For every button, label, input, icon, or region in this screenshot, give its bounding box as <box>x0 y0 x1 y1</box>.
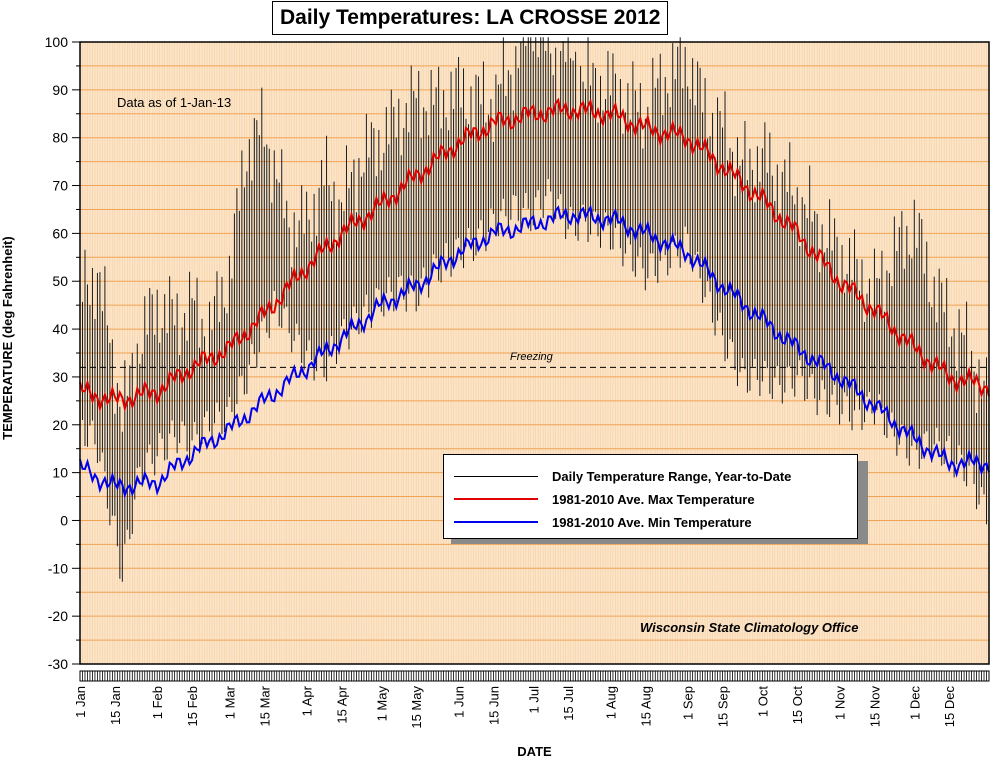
y-tick-label: 30 <box>52 369 68 385</box>
x-tick-label: 15 Apr <box>335 685 350 723</box>
legend-label-min: 1981-2010 Ave. Min Temperature <box>552 514 752 530</box>
x-tick-label: 1 Jul <box>526 686 541 714</box>
data-as-of-note: Data as of 1-Jan-13 <box>117 95 232 110</box>
y-tick-label: -20 <box>48 608 68 624</box>
x-tick-label: 15 May <box>409 686 424 729</box>
x-tick-label: 15 Jan <box>108 686 123 725</box>
y-tick-label: 20 <box>52 417 68 433</box>
x-tick-label: 15 Oct <box>790 686 805 725</box>
x-tick-label: 1 Sep <box>681 686 696 720</box>
x-tick-label: 1 Apr <box>300 685 315 716</box>
avg-min-line <box>79 204 990 499</box>
daily-range-bars <box>79 37 990 582</box>
x-tick-label: 15 Feb <box>185 686 200 726</box>
date-axis-strip <box>79 670 990 682</box>
y-tick-label: 70 <box>52 178 68 194</box>
y-tick-label: 100 <box>45 34 69 50</box>
y-tick-label: 90 <box>52 82 68 98</box>
legend-swatch-max <box>454 498 538 500</box>
x-tick-label: 1 May <box>374 686 389 722</box>
date-axis-day-ticks <box>79 671 990 681</box>
avg-max-line <box>79 97 990 413</box>
credit-text: Wisconsin State Climatology Office <box>640 620 859 635</box>
chart-title: Daily Temperatures: LA CROSSE 2012 <box>272 1 669 35</box>
x-axis: 1 Jan 15 Jan 1 Feb 15 Feb 1 Mar 15 Mar 1 Apr 15… <box>73 685 957 728</box>
y-tick-label: 40 <box>52 321 68 337</box>
y-tick-label: 10 <box>52 465 68 481</box>
x-axis-label: DATE <box>517 744 552 759</box>
legend: Daily Temperature Range, Year-to-Date 19… <box>443 454 858 539</box>
x-tick-label: 1 Oct <box>755 686 770 717</box>
y-tick-label: 50 <box>52 273 68 289</box>
y-tick-label: -30 <box>48 656 68 672</box>
y-tick-label: 80 <box>52 130 68 146</box>
legend-label-range: Daily Temperature Range, Year-to-Date <box>552 468 792 484</box>
legend-swatch-min <box>454 521 538 523</box>
x-tick-label: 15 Nov <box>867 686 882 728</box>
y-axis-label: TEMPERATURE (deg Fahrenheit) <box>0 236 15 440</box>
y-tick-label: 60 <box>52 225 68 241</box>
x-tick-label: 1 Aug <box>604 686 619 719</box>
legend-item-range: Daily Temperature Range, Year-to-Date <box>454 466 791 486</box>
x-tick-label: 15 Dec <box>942 686 957 728</box>
legend-item-min: 1981-2010 Ave. Min Temperature <box>454 512 752 532</box>
x-tick-label: 1 Nov <box>833 686 848 720</box>
freezing-label: Freezing <box>510 351 553 363</box>
legend-label-max: 1981-2010 Ave. Max Temperature <box>552 491 755 507</box>
x-tick-label: 15 Sep <box>716 686 731 727</box>
x-tick-label: 15 Jul <box>561 686 576 721</box>
legend-swatch-range <box>454 475 538 477</box>
x-tick-label: 1 Feb <box>150 686 165 719</box>
x-tick-label: 15 Aug <box>638 686 653 727</box>
x-tick-label: 15 Mar <box>257 685 272 726</box>
y-tick-label: -10 <box>48 560 68 576</box>
x-tick-label: 1 Jun <box>452 686 467 718</box>
x-tick-label: 1 Dec <box>907 686 922 720</box>
legend-item-max: 1981-2010 Ave. Max Temperature <box>454 489 755 509</box>
y-axis: -30 -20 -10 0 10 20 30 40 50 60 70 80 90 100 <box>45 34 80 672</box>
y-tick-label: 0 <box>60 512 68 528</box>
x-tick-label: 15 Jun <box>486 686 501 725</box>
x-tick-label: 1 Jan <box>73 686 88 718</box>
x-tick-label: 1 Mar <box>222 685 237 719</box>
